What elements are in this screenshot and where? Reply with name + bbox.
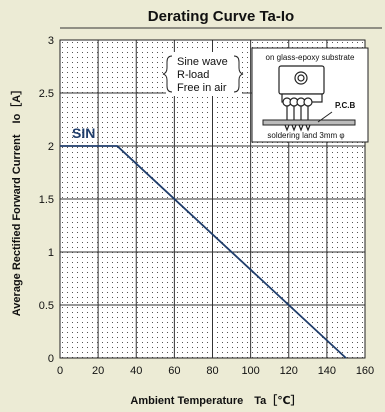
plot-frame [59, 39, 366, 359]
x-tick-label: 120 [280, 365, 298, 377]
condition-text: Free in air [177, 82, 227, 94]
series-layer: SIN [60, 125, 347, 359]
inset-pcb-label: P.C.B [335, 101, 356, 110]
y-tick-label: 2 [48, 141, 54, 153]
chart-title: Derating Curve Ta-Io [148, 8, 294, 25]
x-tick-label: 160 [356, 365, 374, 377]
series-label: SIN [72, 125, 95, 141]
series-line-sin [60, 145, 347, 359]
pcb-board-icon [262, 111, 356, 126]
y-tick-label: 1.5 [39, 194, 54, 206]
y-tick-label: 2.5 [39, 88, 54, 100]
condition-text: Sine wave [177, 56, 228, 68]
conditions-box: Sine wave R-load Free in air [162, 52, 244, 96]
x-tick-label: 20 [92, 365, 104, 377]
mounting-inset: on glass-epoxy substrate P.C.B soldering… [251, 47, 369, 143]
x-axis-label: Ambient Temperature Ta［℃］ [130, 393, 301, 407]
x-tick-label: 60 [168, 365, 180, 377]
y-tick-label: 1 [48, 247, 54, 259]
x-tick-label: 140 [318, 365, 336, 377]
x-tick-labels: 0 20 40 60 80 100 120 140 160 [57, 365, 374, 377]
inset-heading: on glass-epoxy substrate [266, 53, 355, 62]
conditions-bracket-left [162, 55, 173, 93]
x-tick-label: 0 [57, 365, 63, 377]
y-tick-label: 0 [48, 353, 54, 365]
x-tick-label: 80 [206, 365, 218, 377]
x-tick-label: 40 [130, 365, 142, 377]
y-tick-labels: 0 0.5 1 1.5 2 2.5 3 [39, 35, 54, 365]
diode-package-icon [278, 65, 325, 132]
condition-text: R-load [177, 69, 209, 81]
y-tick-label: 3 [48, 35, 54, 47]
conditions-bracket-right [233, 55, 244, 93]
y-axis-label: Average Rectified Forward Current Io［A］ [9, 84, 23, 316]
y-tick-label: 0.5 [39, 300, 54, 312]
inset-footer: soldering land 3mm φ [267, 131, 344, 140]
x-tick-label: 100 [241, 365, 259, 377]
